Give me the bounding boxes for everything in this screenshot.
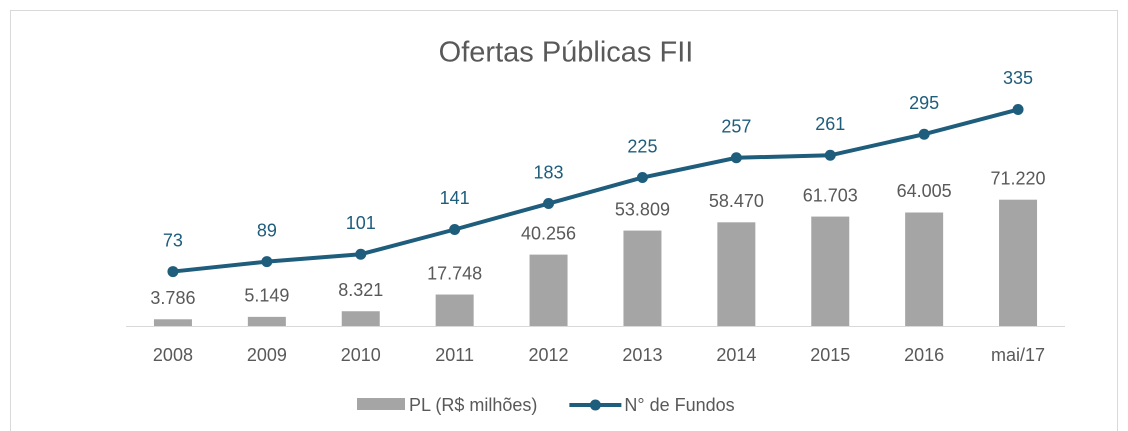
bar-value-label: 40.256 [521,223,576,243]
x-tick-label: 2016 [904,345,944,365]
line-value-label: 73 [163,230,183,250]
line-marker [824,149,836,161]
bar-value-label: 58.470 [709,191,764,211]
line-value-label: 335 [1003,68,1033,88]
line-marker [918,128,930,140]
x-tick-label: 2015 [810,345,850,365]
bar [905,212,944,326]
bar [623,230,662,326]
legend-label: N° de Fundos [624,395,734,415]
line-value-label: 141 [440,188,470,208]
legend-label: PL (R$ milhões) [409,395,537,415]
line-marker [449,223,461,235]
bar-value-label: 53.809 [615,199,670,219]
legend-marker [589,399,601,411]
x-tick-label: 2012 [529,345,569,365]
x-tick-label: mai/17 [991,345,1045,365]
chart-frame [10,10,1118,431]
x-tick-label: 2011 [435,345,474,365]
bar-value-label: 61.703 [803,185,858,205]
bar-value-label: 3.786 [150,288,195,308]
line-marker [355,248,367,260]
line-value-label: 183 [534,162,564,182]
bar [529,254,568,326]
x-tick-label: 2009 [247,345,287,365]
line-value-label: 257 [721,116,751,136]
line-marker [167,266,179,278]
x-tick-label: 2013 [622,345,662,365]
x-tick-label: 2008 [153,345,193,365]
line-value-label: 295 [909,93,939,113]
line-value-label: 261 [815,114,845,134]
bar [717,222,756,326]
bar [341,311,380,326]
bar [435,294,474,326]
line-marker [730,152,742,164]
line-value-label: 89 [257,220,277,240]
legend-swatch [357,398,405,410]
line-value-label: 101 [346,213,376,233]
line-marker [261,256,273,268]
bar-value-label: 8.321 [338,280,383,300]
line-marker [1012,103,1024,115]
line [172,107,1019,274]
bar [153,319,192,326]
bar-value-label: 5.149 [244,286,289,306]
bar-value-label: 71.220 [991,168,1046,188]
bar [999,199,1038,326]
x-tick-label: 2014 [716,345,756,365]
line-marker [543,198,555,210]
bar [811,216,850,326]
chart-title: Ofertas Públicas FII [439,37,694,69]
line-value-label: 225 [627,136,657,156]
x-tick-label: 2010 [341,345,381,365]
line-marker [636,172,648,184]
bar-value-label: 64.005 [897,181,952,201]
bar-value-label: 17.748 [427,263,482,283]
bar [247,316,286,326]
